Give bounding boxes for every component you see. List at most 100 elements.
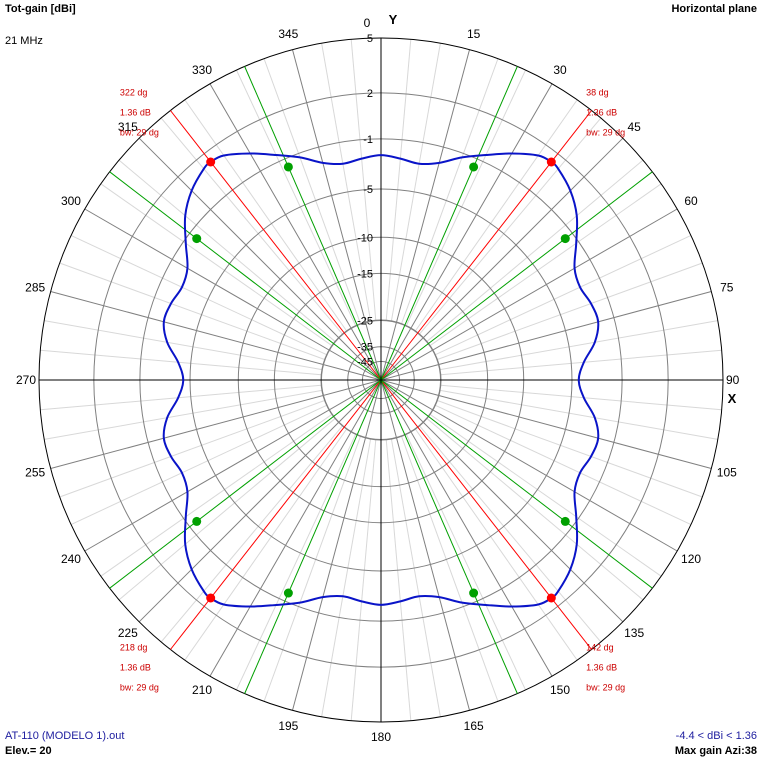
angle-tick-label: 45 xyxy=(627,120,641,134)
grid-spoke-minor xyxy=(160,117,343,335)
grid-spoke-major xyxy=(209,379,382,677)
grid-spoke-major xyxy=(380,208,678,381)
y-axis-label: Y xyxy=(389,12,398,27)
pattern-markers xyxy=(192,157,570,603)
beamwidth-point xyxy=(192,234,202,244)
grid-spoke-major xyxy=(380,291,712,381)
angle-tick-label: 300 xyxy=(61,194,81,208)
grid-spoke-major xyxy=(380,379,712,469)
grid-spoke-minor xyxy=(401,58,499,324)
grid-spoke-minor xyxy=(426,159,644,342)
pattern-curve-group xyxy=(162,152,600,608)
grid-spoke-major xyxy=(138,137,382,381)
elevation-label: Elev.= 20 xyxy=(5,745,52,757)
gain-ring-label: 2 xyxy=(367,88,373,100)
grid-spoke-minor xyxy=(419,425,602,643)
grid-spoke-minor xyxy=(236,434,357,691)
grid-spoke-major xyxy=(138,379,382,623)
plane-label: Horizontal plane xyxy=(671,3,757,15)
grid-spoke-major xyxy=(380,379,470,711)
angle-tick-label: 105 xyxy=(717,466,737,480)
marker-rays xyxy=(109,66,653,694)
grid-spoke-minor xyxy=(263,58,361,324)
grid-spoke-minor xyxy=(405,434,526,691)
frequency-label: 21 MHz xyxy=(5,35,43,47)
grid-spoke-major xyxy=(50,291,382,381)
angle-tick-label: 345 xyxy=(278,27,298,41)
max-gain-ray xyxy=(170,379,382,650)
grid-spoke-minor xyxy=(59,262,325,360)
max-gain-annotations: 38 dg 1.36 dB bw: 29 dg 142 dg 1.36 dB bw: 29… xyxy=(120,88,625,693)
angle-tick-label: 75 xyxy=(720,280,734,294)
filename-label: AT-110 (MODELO 1).out xyxy=(5,730,125,742)
grid-spoke-major xyxy=(380,49,470,381)
angle-tick-label: 30 xyxy=(553,63,567,77)
angle-tick-label: 135 xyxy=(624,626,644,640)
gain-ring-label: 5 xyxy=(367,33,373,45)
angle-tick-label: 120 xyxy=(681,552,701,566)
max-gain-value-label: 1.36 dB xyxy=(120,108,151,118)
gain-ring-label: -1 xyxy=(363,134,373,146)
angle-tick-label: 240 xyxy=(61,552,81,566)
angle-tick-label: 330 xyxy=(192,63,212,77)
max-gain-point xyxy=(206,593,216,603)
angle-tick-label: 60 xyxy=(684,194,698,208)
beamwidth-point xyxy=(469,588,479,598)
gain-ring-label: -15 xyxy=(357,268,373,280)
grid-spoke-minor xyxy=(118,159,336,342)
max-gain-azimuth-label: Max gain Azi:38 xyxy=(674,745,757,757)
max-azimuth-label: 218 dg xyxy=(120,642,148,652)
polar-axes xyxy=(39,38,723,722)
beamwidth-ray xyxy=(380,171,653,381)
grid-spoke-major xyxy=(380,137,624,381)
angle-tick-label: 165 xyxy=(464,719,484,733)
beamwidth-ray xyxy=(380,379,518,694)
angle-tick-label: 150 xyxy=(550,683,570,697)
grid-spoke-major xyxy=(84,379,382,552)
beamwidth-point xyxy=(469,162,479,172)
gain-ring-label: -5 xyxy=(363,184,373,196)
grid-spoke-minor xyxy=(435,404,692,525)
grid-spoke-minor xyxy=(59,400,325,498)
grid-spoke-minor xyxy=(426,418,644,601)
beamwidth-point xyxy=(560,516,570,526)
grid-spoke-major xyxy=(380,379,678,552)
grid-spoke-major xyxy=(209,83,382,381)
angle-tick-label: 285 xyxy=(25,280,45,294)
x-axis-label: X xyxy=(728,391,737,406)
grid-spoke-minor xyxy=(70,235,327,356)
max-azimuth-label: 142 dg xyxy=(586,642,614,652)
max-gain-value-label: 1.36 dB xyxy=(586,662,617,672)
beamwidth-label: bw: 29 dg xyxy=(120,682,159,692)
beamwidth-label: bw: 29 dg xyxy=(586,128,625,138)
grid-spoke-minor xyxy=(70,404,327,525)
beamwidth-point xyxy=(192,516,202,526)
grid-spoke-minor xyxy=(263,436,361,702)
grid-spoke-major xyxy=(380,83,553,381)
gain-ring-label: -35 xyxy=(357,342,373,354)
gain-range-label: -4.4 < dBi < 1.36 xyxy=(675,730,757,742)
angle-tick-label: 195 xyxy=(278,719,298,733)
max-gain-ray xyxy=(170,110,382,381)
angle-tick-label: 270 xyxy=(16,373,36,387)
max-gain-ray xyxy=(380,110,592,381)
grid-spoke-major xyxy=(292,379,382,711)
pattern-curve xyxy=(162,152,600,608)
beamwidth-ray xyxy=(380,66,518,381)
grid-spoke-minor xyxy=(160,425,343,643)
angle-tick-label: 225 xyxy=(118,626,138,640)
beamwidth-point xyxy=(560,234,570,244)
angle-tick-label: 180 xyxy=(371,730,391,744)
beamwidth-point xyxy=(283,588,293,598)
angle-tick-label: 255 xyxy=(25,466,45,480)
grid-spoke-major xyxy=(84,208,382,381)
beamwidth-ray xyxy=(244,66,382,381)
grid-spoke-minor xyxy=(437,400,703,498)
grid-spoke-major xyxy=(50,379,382,469)
max-gain-value-label: 1.36 dB xyxy=(586,108,617,118)
max-gain-point xyxy=(206,157,216,167)
grid-spoke-minor xyxy=(401,436,499,702)
grid-spoke-minor xyxy=(118,418,336,601)
gain-ring-label: -45 xyxy=(357,356,373,368)
